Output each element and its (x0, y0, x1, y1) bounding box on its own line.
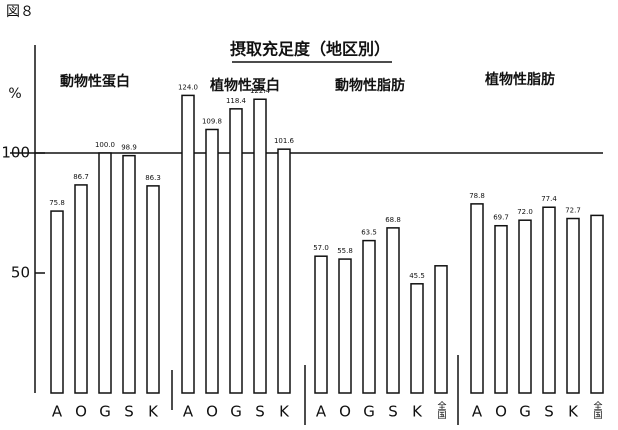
bar (74, 184, 88, 394)
x-tick-label: O (75, 403, 87, 421)
value-label: 118.4 (226, 97, 247, 105)
value-label: 78.8 (469, 192, 485, 200)
bar (338, 258, 352, 394)
value-label: 68.8 (385, 216, 401, 224)
bar (434, 265, 448, 394)
x-tick-label: K (412, 403, 423, 421)
bar (590, 214, 604, 394)
value-label: 86.7 (73, 173, 89, 181)
value-label: 86.3 (145, 174, 161, 182)
value-label: 124.0 (178, 83, 198, 91)
value-label: 101.6 (274, 137, 295, 145)
x-tick-label: G (99, 403, 111, 421)
value-label: 75.8 (49, 199, 65, 207)
value-label: 98.9 (121, 144, 137, 152)
value-label: 122.4 (250, 87, 271, 95)
value-label: 57.0 (313, 244, 329, 252)
bar (362, 239, 376, 394)
x-tick-label: 全国 (436, 400, 447, 420)
bar (253, 98, 267, 394)
group-label: 動物性蛋白 (60, 73, 130, 90)
bar (410, 283, 424, 394)
bar (98, 152, 112, 394)
x-tick-label: A (183, 403, 194, 421)
bar (470, 203, 484, 394)
x-tick-label: A (316, 403, 327, 421)
value-label: 72.7 (565, 207, 581, 215)
x-tick-label: K (568, 403, 579, 421)
bar (386, 227, 400, 394)
bar (205, 128, 219, 394)
group-label: 植物性蛋白 (209, 77, 280, 94)
value-label: 69.7 (493, 214, 509, 222)
x-tick-label: G (363, 403, 375, 421)
group-label: 動物性脂肪 (335, 77, 405, 94)
x-tick-label: O (495, 403, 507, 421)
bar (314, 255, 328, 394)
value-label: 72.0 (517, 208, 533, 216)
bar (50, 210, 64, 394)
bar (277, 148, 291, 394)
x-tick-label: S (255, 403, 265, 421)
figure-label: 図８ (6, 4, 34, 20)
x-tick-label: A (472, 403, 483, 421)
bar (181, 94, 195, 394)
chart-title: 摂取充足度（地区別） (230, 40, 390, 59)
bar (542, 206, 556, 394)
x-tick-label: S (388, 403, 398, 421)
value-label: 55.8 (337, 247, 353, 255)
group-label: 植物性脂肪 (484, 71, 555, 88)
bar (229, 108, 243, 394)
bar (566, 217, 580, 394)
bar (146, 185, 160, 394)
x-tick-label: G (519, 403, 531, 421)
bar (494, 224, 508, 394)
x-tick-label: K (148, 403, 159, 421)
value-label: 77.4 (541, 195, 557, 203)
y-tick-label: 50 (11, 264, 30, 282)
value-label: 109.8 (202, 117, 222, 125)
bar (518, 219, 532, 394)
bar (122, 154, 136, 394)
x-tick-label: O (339, 403, 351, 421)
y-axis-label: % (8, 86, 21, 102)
value-label: 100.0 (95, 141, 115, 149)
x-tick-label: O (206, 403, 218, 421)
x-tick-label: K (279, 403, 290, 421)
x-tick-label: 全国 (592, 400, 603, 420)
x-tick-label: S (124, 403, 134, 421)
value-label: 45.5 (409, 272, 425, 280)
value-label: 63.5 (361, 229, 377, 237)
x-tick-label: G (230, 403, 242, 421)
x-tick-label: S (544, 403, 554, 421)
x-tick-label: A (52, 403, 63, 421)
